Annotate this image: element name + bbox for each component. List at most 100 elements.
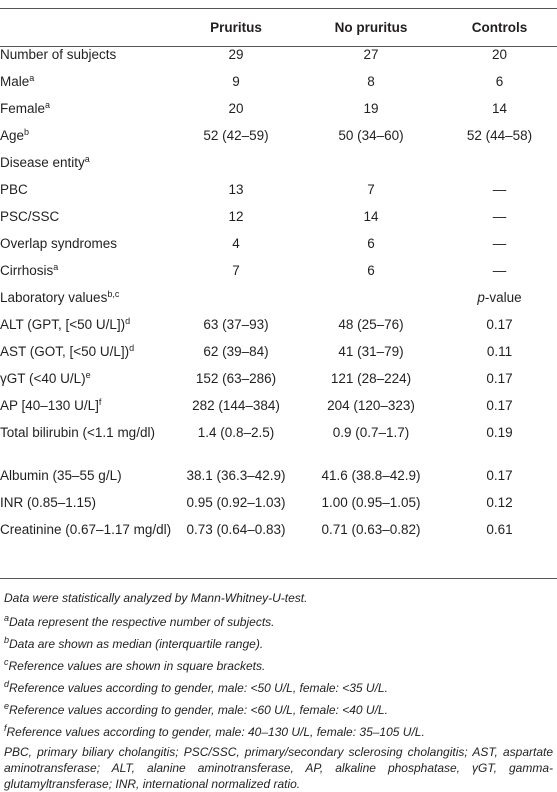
row-label-text: Albumin (35–55 g/L) [0,468,122,483]
cell-controls: — [492,182,507,197]
footnote-d-mark: d [4,679,10,689]
cell-no-pruritus: 27 [363,47,379,62]
footnote-abbreviations-text: PBC, primary biliary cholangitis; PSC/SS… [4,745,553,791]
table-row: Overlap syndromes 4 6 — [0,235,557,262]
header-rule [0,46,557,47]
row-label-footnote-mark: a [84,154,90,164]
header-no-pruritus: No pruritus [334,19,408,35]
cell-no-pruritus: 1.00 (0.95–1.05) [321,495,421,510]
row-label-footnote-mark: e [85,370,91,380]
row-label-text: AST (GOT, [<50 U/L]) [0,344,130,359]
cell-controls: 0.61 [486,522,513,537]
bottom-rule [0,578,557,579]
cell-controls: — [492,236,507,251]
cell-pruritus: 20 [228,101,244,116]
row-label-footnote-mark: f [98,397,102,407]
cell-pruritus: 29 [228,47,244,62]
cell-pruritus: 7 [232,263,240,278]
cell-pruritus: 12 [228,209,244,224]
footnote-f-mark: f [4,723,7,733]
cell-no-pruritus: 48 (25–76) [338,317,404,332]
table-row: Total bilirubin (<1.1 mg/dl) 1.4 (0.8–2.5… [0,424,557,467]
table-row: Laboratory valuesb,c p-value [0,289,557,316]
cell-no-pruritus: 41 (31–79) [338,344,404,359]
row-label: Laboratory valuesb,c [0,289,172,316]
cell-pruritus: 0.73 (0.64–0.83) [186,522,286,537]
cell-no-pruritus: 19 [363,101,379,116]
cell-no-pruritus: 50 (34–60) [338,128,404,143]
header-pruritus: Pruritus [210,19,262,35]
footnote-f-text: Reference values according to gender, ma… [6,725,425,739]
cell-controls: 0.17 [486,317,513,332]
row-label: Femalea [0,100,172,127]
row-label: AP [40–130 U/L]f [0,397,172,424]
cell-controls: 0.12 [486,495,513,510]
table-row: INR (0.85–1.15) 0.95 (0.92–1.03) 1.00 (0.9… [0,494,557,521]
row-label: ALT (GPT, [<50 U/L])d [0,316,172,343]
row-label-text: Laboratory values [0,290,108,305]
row-label-text: ALT (GPT, [<50 U/L]) [0,317,126,332]
cell-no-pruritus: 204 (120–323) [327,398,415,413]
row-label: γGT (<40 U/L)e [0,370,172,397]
footnote-stat: Data were statistically analyzed by Mann… [4,590,553,606]
table-row: Albumin (35–55 g/L) 38.1 (36.3–42.9) 41.6 … [0,467,557,494]
cell-controls: — [492,263,507,278]
cell-no-pruritus: 14 [363,209,379,224]
cell-controls [442,154,557,181]
cell-pruritus: 62 (39–84) [203,344,269,359]
table-row: Malea 9 8 6 [0,73,557,100]
row-label-text: PBC [0,182,28,197]
cell-no-pruritus: 7 [367,182,375,197]
row-label-text: Female [0,101,46,116]
header-col1 [0,8,172,46]
table-row: Number of subjects 29 27 20 [0,46,557,73]
cell-pruritus [172,289,300,316]
table-row: γGT (<40 U/L)e 152 (63–286) 121 (28–224) 0.… [0,370,557,397]
cell-controls: — [492,209,507,224]
table-row: AP [40–130 U/L]f 282 (144–384) 204 (120–32… [0,397,557,424]
cell-pruritus: 52 (42–59) [203,128,269,143]
row-label: INR (0.85–1.15) [0,494,172,521]
cell-pruritus: 4 [232,236,240,251]
footnote-e-text: Reference values according to gender, ma… [9,703,388,717]
row-label-footnote-mark: b [24,127,30,137]
row-label-text: INR (0.85–1.15) [0,495,97,510]
footnote-stat-text: Data were statistically analyzed by Mann… [4,591,308,605]
cell-pruritus: 0.95 (0.92–1.03) [186,495,286,510]
footnote-d-text: Reference values according to gender, ma… [9,681,388,695]
p-italic: p [477,290,485,305]
cell-pruritus: 63 (37–93) [203,317,269,332]
row-label: PBC [0,181,172,208]
cell-controls: 0.17 [486,398,513,413]
header-controls: Controls [471,19,528,35]
table-row: Cirrhosisa 7 6 — [0,262,557,289]
table-row: PSC/SSC 12 14 — [0,208,557,235]
footnote-abbreviations: PBC, primary biliary cholangitis; PSC/SS… [4,744,553,792]
row-label: Albumin (35–55 g/L) [0,467,172,494]
cell-no-pruritus: 0.71 (0.63–0.82) [321,522,421,537]
footnote-b-mark: b [4,635,10,645]
footnote-c-mark: c [4,657,9,667]
row-label-text: Number of subjects [0,47,117,62]
footnote-b: bData are shown as median (interquartile… [4,636,553,652]
row-label-footnote-mark: a [53,262,59,272]
row-label-text: Cirrhosis [0,263,54,278]
row-label: AST (GOT, [<50 U/L])d [0,343,172,370]
row-label-text: γGT (<40 U/L) [0,371,86,386]
row-label: Creatinine (0.67–1.17 mg/dl) [0,521,172,564]
cell-no-pruritus: 6 [367,236,375,251]
table-row: Creatinine (0.67–1.17 mg/dl) 0.73 (0.64–0… [0,521,557,564]
cell-controls: 0.11 [486,344,513,359]
footnote-a-text: Data represent the respective number of … [9,615,275,629]
table-row: ALT (GPT, [<50 U/L])d 63 (37–93) 48 (25–76… [0,316,557,343]
row-label-footnote-mark: d [129,343,135,353]
cell-no-pruritus [300,289,442,316]
row-label-text: Overlap syndromes [0,236,118,251]
row-label-footnote-mark: b,c [107,289,120,299]
cell-pruritus: 152 (63–286) [195,371,277,386]
row-label-text: Disease entity [0,155,85,170]
top-rule [0,8,557,9]
footnote-b-text: Data are shown as median (interquartile … [9,637,264,651]
cell-pruritus: 13 [228,182,244,197]
